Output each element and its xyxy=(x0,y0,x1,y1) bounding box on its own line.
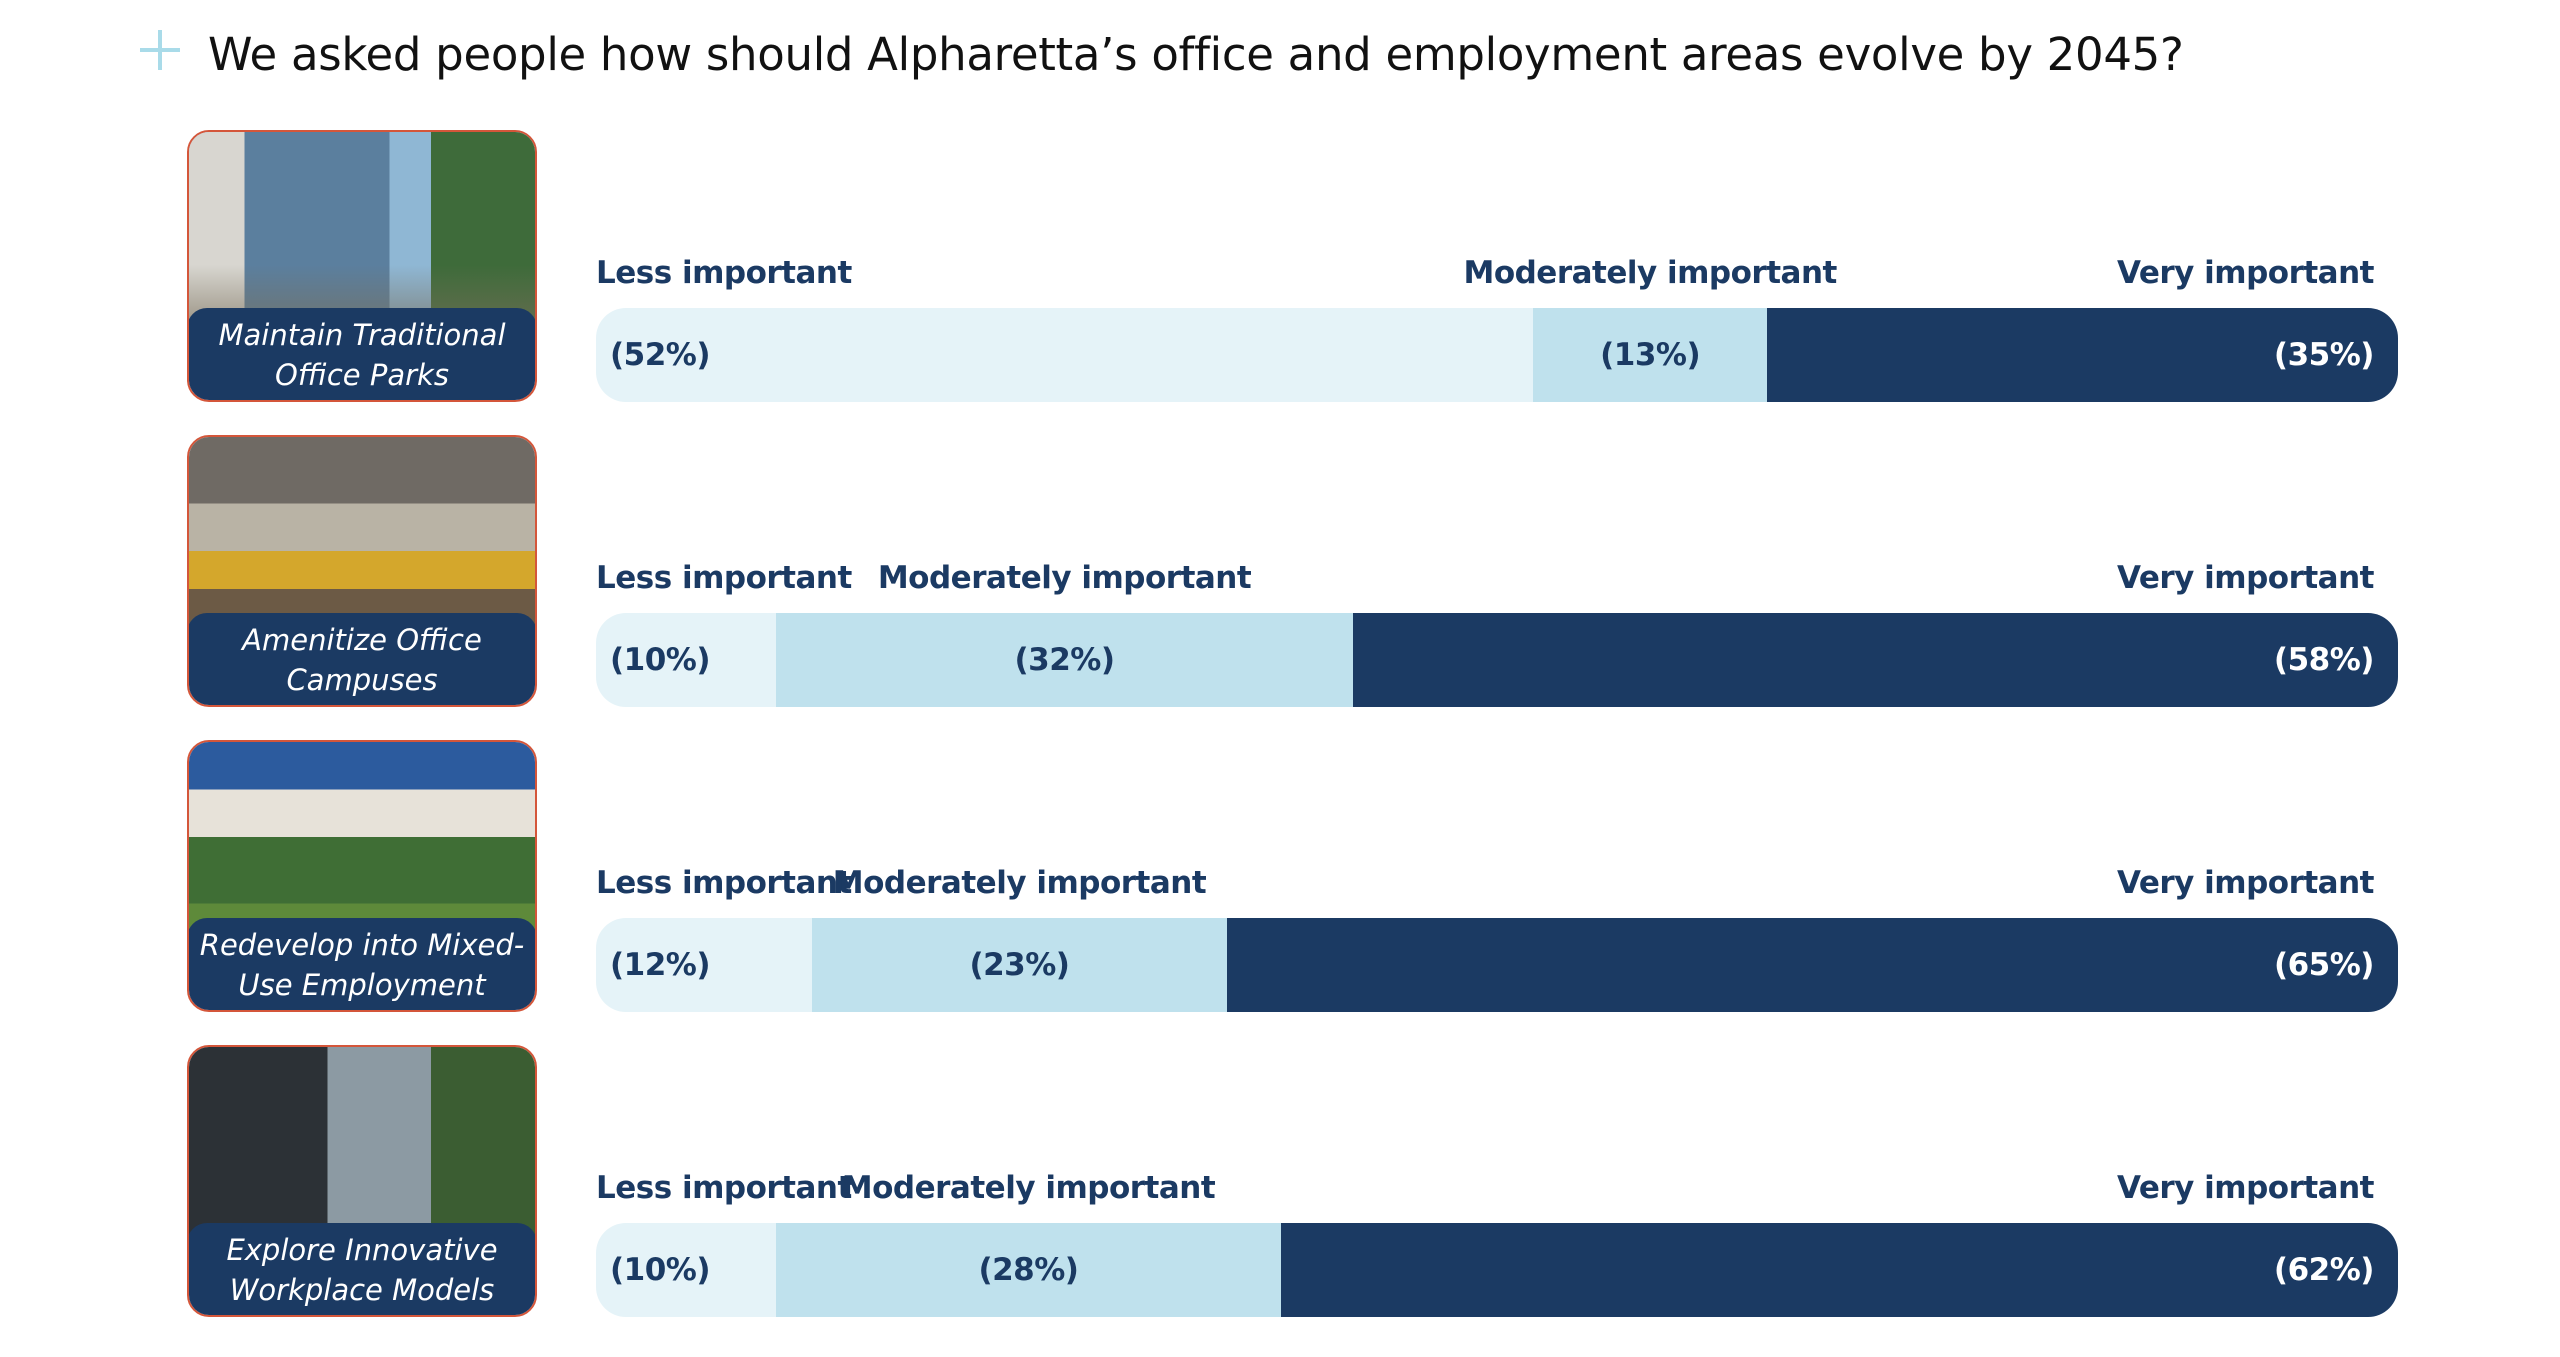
bar-segment-very-important: (65%) xyxy=(1226,918,2398,1012)
caption-line: Explore Innovative xyxy=(226,1233,498,1267)
scale-labels: Less important Moderately important Very i… xyxy=(596,865,2398,909)
caption-line: Redevelop into Mixed- xyxy=(199,928,525,962)
legend-label-very-important: Very important xyxy=(2117,560,2374,596)
card-caption: Explore Innovative Workplace Models xyxy=(189,1223,535,1315)
bar-segment-moderately-important: (28%) xyxy=(776,1223,1281,1317)
bar-segment-less-important: (12%) xyxy=(596,918,813,1012)
bar-segment-very-important: (58%) xyxy=(1352,613,2398,707)
bar-segment-moderately-important: (32%) xyxy=(776,613,1353,707)
scale-labels: Less important Moderately important Very i… xyxy=(596,255,2398,299)
legend-label-less-important: Less important xyxy=(596,1170,852,1206)
legend-label-less-important: Less important xyxy=(596,560,852,596)
data-label: (23%) xyxy=(969,947,1070,983)
bar-segment-moderately-important: (13%) xyxy=(1533,308,1768,402)
data-label: (52%) xyxy=(610,337,711,373)
data-label: (62%) xyxy=(2273,1252,2375,1288)
bar-segment-less-important: (10%) xyxy=(596,1223,777,1317)
office-park-photo xyxy=(189,132,535,322)
chart-row: Maintain Traditional Office Parks Less imp… xyxy=(0,130,2560,420)
legend-label-moderately-important: Moderately important xyxy=(877,560,1252,596)
caption-line: Use Employment xyxy=(238,968,486,1002)
option-card: Amenitize Office Campuses xyxy=(187,435,537,707)
innovative-workplace-photo xyxy=(189,1047,535,1237)
data-label: (65%) xyxy=(2273,947,2375,983)
scale-labels: Less important Moderately important Very i… xyxy=(596,560,2398,604)
data-label: (10%) xyxy=(610,1252,711,1288)
caption-line: Office Parks xyxy=(275,358,449,392)
data-label: (35%) xyxy=(2273,337,2375,373)
card-caption: Redevelop into Mixed- Use Employment xyxy=(189,918,535,1010)
plus-icon xyxy=(140,30,180,70)
card-caption: Maintain Traditional Office Parks xyxy=(189,308,535,400)
stacked-bar: (52%) (13%) (35%) xyxy=(596,308,2398,402)
bar-segment-very-important: (62%) xyxy=(1280,1223,2398,1317)
legend-label-moderately-important: Moderately important xyxy=(832,865,1207,901)
data-label: (13%) xyxy=(1600,337,1701,373)
option-card: Explore Innovative Workplace Models xyxy=(187,1045,537,1317)
bar-segment-less-important: (52%) xyxy=(596,308,1534,402)
chart-row: Amenitize Office Campuses Less important Mo… xyxy=(0,435,2560,725)
scale-labels: Less important Moderately important Very i… xyxy=(596,1170,2398,1214)
legend-label-very-important: Very important xyxy=(2117,865,2374,901)
card-caption: Amenitize Office Campuses xyxy=(189,613,535,705)
chart-row: Redevelop into Mixed- Use Employment Less … xyxy=(0,740,2560,1030)
caption-line: Amenitize Office xyxy=(242,623,482,657)
legend-label-less-important: Less important xyxy=(596,255,852,291)
bar-segment-moderately-important: (23%) xyxy=(812,918,1227,1012)
caption-line: Workplace Models xyxy=(229,1273,495,1307)
stacked-bar: (12%) (23%) (65%) xyxy=(596,918,2398,1012)
legend-label-very-important: Very important xyxy=(2117,1170,2374,1206)
option-card: Maintain Traditional Office Parks xyxy=(187,130,537,402)
page-header: We asked people how should Alpharetta’s … xyxy=(140,14,2184,94)
office-campus-interior-photo xyxy=(189,437,535,627)
data-label: (58%) xyxy=(2273,642,2375,678)
legend-label-very-important: Very important xyxy=(2117,255,2374,291)
bar-segment-less-important: (10%) xyxy=(596,613,777,707)
chart-row: Explore Innovative Workplace Models Less i… xyxy=(0,1045,2560,1335)
caption-line: Campuses xyxy=(286,663,438,697)
data-label: (10%) xyxy=(610,642,711,678)
bar-segment-very-important: (35%) xyxy=(1767,308,2398,402)
stacked-bar: (10%) (28%) (62%) xyxy=(596,1223,2398,1317)
data-label: (28%) xyxy=(978,1252,1079,1288)
mixed-use-development-photo xyxy=(189,742,535,932)
legend-label-less-important: Less important xyxy=(596,865,852,901)
caption-line: Maintain Traditional xyxy=(218,318,506,352)
legend-label-moderately-important: Moderately important xyxy=(1463,255,1837,291)
stacked-bar: (10%) (32%) (58%) xyxy=(596,613,2398,707)
page-title: We asked people how should Alpharetta’s … xyxy=(208,27,2184,81)
data-label: (12%) xyxy=(610,947,711,983)
data-label: (32%) xyxy=(1014,642,1115,678)
legend-label-moderately-important: Moderately important xyxy=(841,1170,1216,1206)
option-card: Redevelop into Mixed- Use Employment xyxy=(187,740,537,1012)
